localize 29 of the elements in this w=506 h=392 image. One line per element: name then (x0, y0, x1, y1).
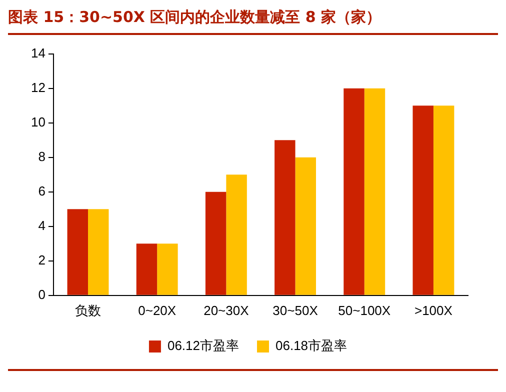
bar (136, 244, 158, 295)
y-tick-label: 2 (38, 252, 46, 268)
chart-title: 图表 15：30~50X 区间内的企业数量减至 8 家（家） (8, 8, 498, 35)
y-tick-label: 12 (30, 80, 46, 95)
bar (364, 88, 386, 295)
bar (88, 209, 109, 295)
bar (67, 209, 88, 295)
x-tick-label: 50~100X (338, 302, 391, 318)
x-tick-label: >100X (414, 302, 453, 318)
bar (157, 244, 178, 295)
y-tick-label: 14 (30, 45, 46, 60)
y-tick-label: 6 (38, 183, 46, 198)
y-tick-label: 8 (38, 148, 46, 164)
y-tick-label: 10 (30, 114, 46, 130)
bar (344, 88, 364, 295)
bar (295, 157, 316, 295)
legend-label: 06.12市盈率 (167, 338, 240, 354)
bar (274, 140, 296, 295)
x-tick-label: 负数 (75, 302, 102, 318)
x-tick-label: 30~50X (272, 302, 318, 318)
bar (205, 192, 226, 295)
bar (412, 106, 434, 295)
y-tick-label: 4 (38, 218, 46, 233)
bar (433, 106, 454, 295)
y-tick-label: 0 (38, 286, 46, 302)
x-tick-label: 20~30X (204, 302, 250, 318)
bar (226, 174, 247, 295)
x-tick-label: 0~20X (138, 302, 176, 318)
legend-label: 06.18市盈率 (276, 338, 348, 354)
